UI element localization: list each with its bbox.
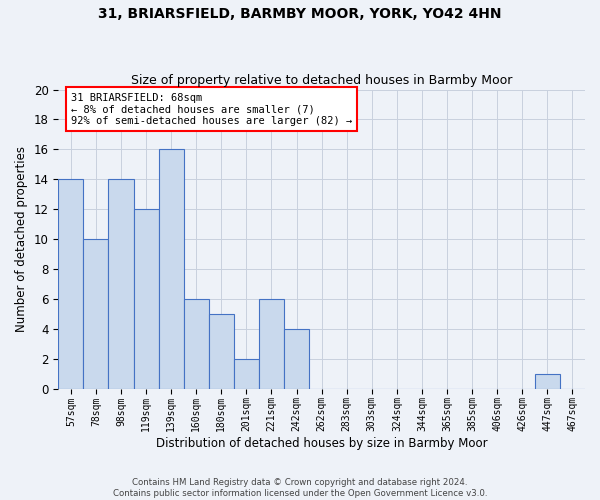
Text: 31, BRIARSFIELD, BARMBY MOOR, YORK, YO42 4HN: 31, BRIARSFIELD, BARMBY MOOR, YORK, YO42… [98,8,502,22]
Bar [134,209,158,388]
Text: 31 BRIARSFIELD: 68sqm
← 8% of detached houses are smaller (7)
92% of semi-detach: 31 BRIARSFIELD: 68sqm ← 8% of detached h… [71,92,352,126]
Y-axis label: Number of detached properties: Number of detached properties [15,146,28,332]
Bar [83,239,109,388]
Bar [58,180,83,388]
Bar [184,299,209,388]
Bar [209,314,234,388]
Title: Size of property relative to detached houses in Barmby Moor: Size of property relative to detached ho… [131,74,512,87]
X-axis label: Distribution of detached houses by size in Barmby Moor: Distribution of detached houses by size … [156,437,487,450]
Bar [158,150,184,388]
Bar [284,329,309,388]
Bar [109,180,134,388]
Bar [259,299,284,388]
Text: Contains HM Land Registry data © Crown copyright and database right 2024.
Contai: Contains HM Land Registry data © Crown c… [113,478,487,498]
Bar [234,358,259,388]
Bar [535,374,560,388]
